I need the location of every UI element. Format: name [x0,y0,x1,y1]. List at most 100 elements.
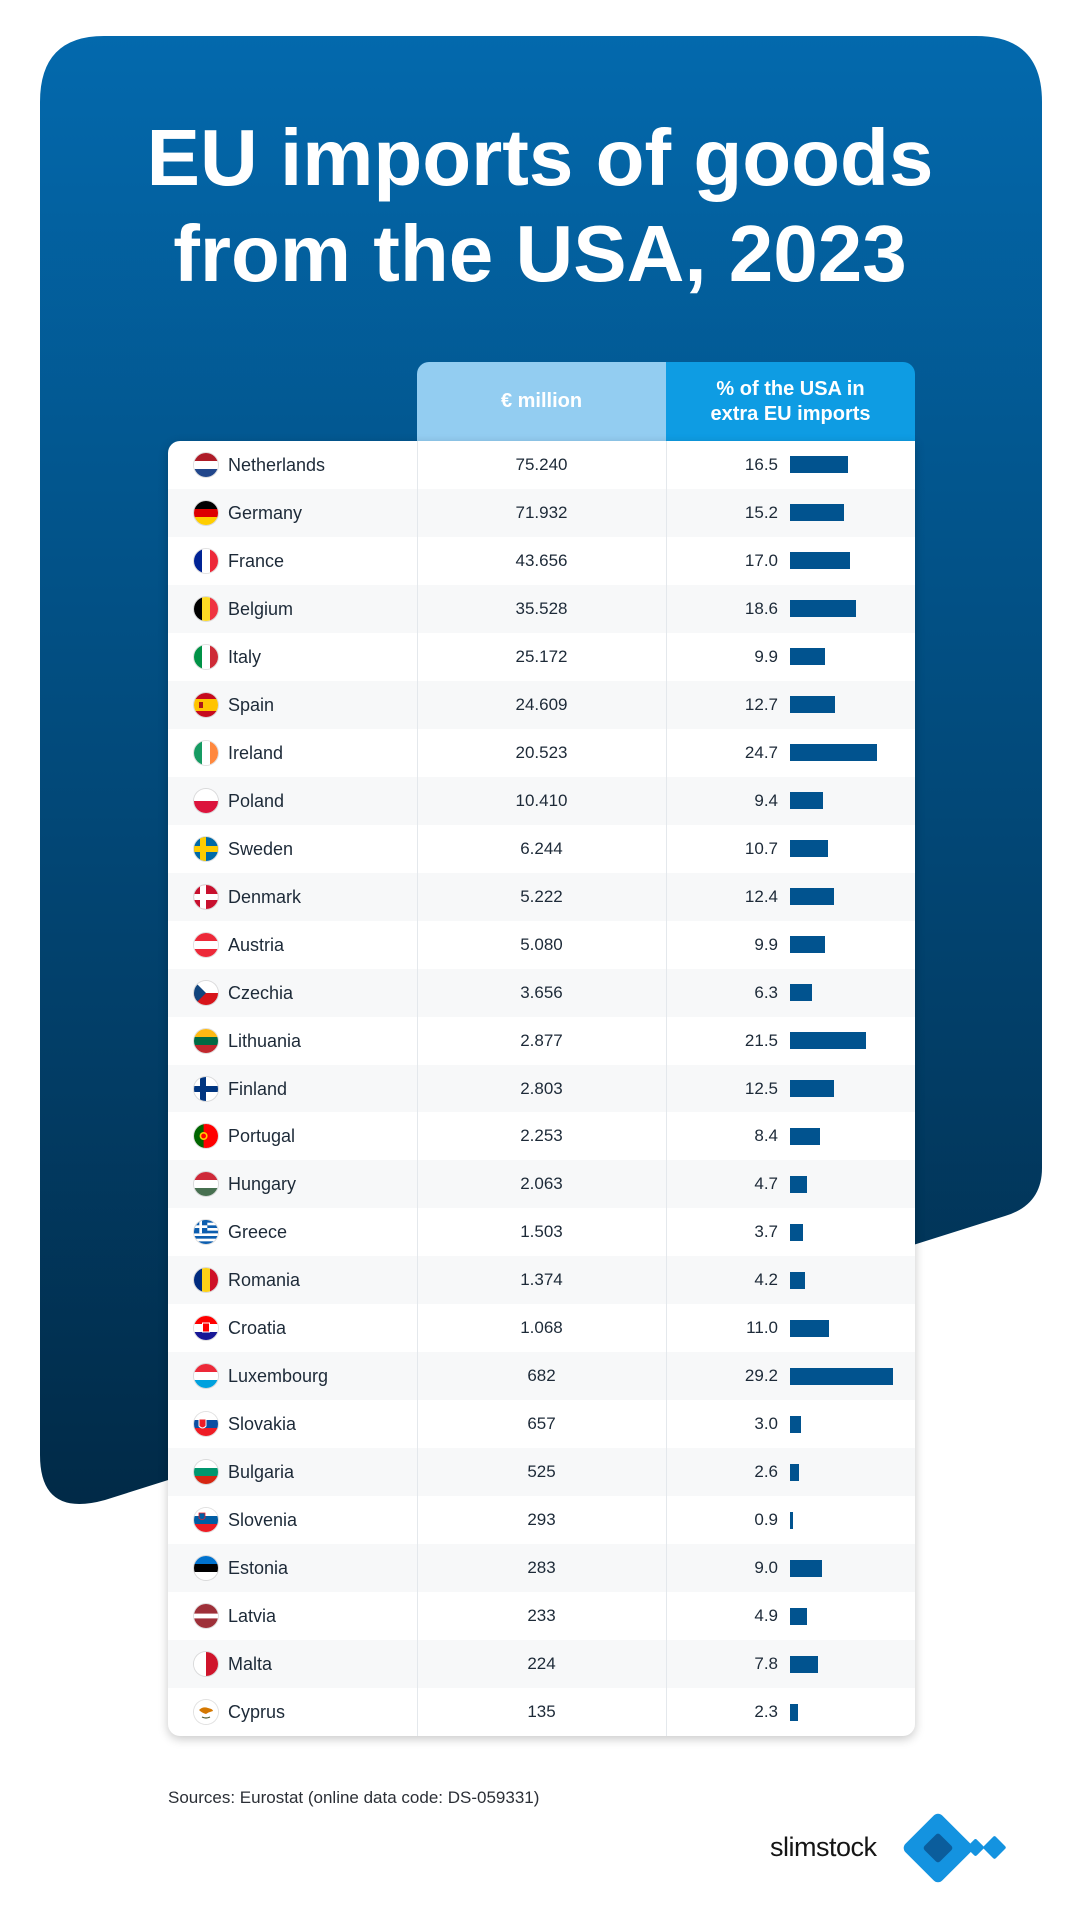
percent-value: 11.0 [746,1318,778,1338]
source-note: Sources: Eurostat (online data code: DS-… [168,1788,540,1807]
percent-bar [790,600,856,618]
percent-value: 17.0 [744,550,778,570]
country-name: Sweden [228,838,294,859]
percent-value: 21.5 [744,1030,778,1050]
column-divider [417,441,418,1736]
percent-bar [790,1511,794,1529]
table-row: Ireland 20.523 24.7 [168,729,915,777]
percent-bar [790,792,824,810]
country-name: Estonia [228,1558,289,1579]
country-name: Luxembourg [228,1366,329,1387]
netherlands-flag-icon [194,453,218,477]
country-name: Croatia [228,1318,287,1339]
country-name: Latvia [228,1606,277,1627]
percent-bar [790,1223,804,1241]
percent-value: 12.7 [744,694,778,714]
table-row: Bulgaria 525 2.6 [168,1448,915,1497]
brand-name: slimstock [770,1832,877,1862]
percent-value: 4.7 [754,1174,778,1194]
table-row: Latvia 233 4.9 [168,1592,915,1640]
percent-bar [790,1655,818,1673]
slovenia-flag-icon [194,1508,218,1533]
country-name: Portugal [228,1126,296,1147]
percent-bar [790,1703,799,1721]
table-row: Estonia 283 9.0 [168,1544,915,1593]
latvia-flag-icon [194,1604,218,1629]
estonia-flag-icon [194,1556,218,1581]
portugal-flag-icon [194,1124,218,1149]
million-value: 1.374 [520,1270,563,1290]
luxembourg-flag-icon [194,1364,218,1389]
percent-bar [790,1463,800,1481]
million-value: 135 [527,1702,556,1722]
percent-value: 10.7 [744,838,778,858]
percent-value: 0.9 [754,1510,778,1530]
million-value: 525 [527,1462,556,1482]
million-value: 6.244 [520,838,563,858]
million-value: 1.068 [520,1318,563,1338]
percent-bar [790,1607,808,1625]
country-name: Austria [228,934,285,955]
table-row: Belgium 35.528 18.6 [168,584,915,633]
table-row: Finland 2.803 12.5 [168,1064,915,1113]
percent-bar [790,840,828,858]
percent-value: 4.9 [754,1606,778,1626]
percent-value: 9.4 [754,790,778,810]
table-row: Czechia 3.656 6.3 [168,968,915,1017]
percent-bar [790,1271,805,1289]
country-name: Czechia [228,982,294,1003]
croatia-flag-icon [194,1316,218,1341]
column-header-million: € million [417,362,666,441]
million-value: 293 [527,1510,556,1530]
percent-value: 9.9 [754,934,778,954]
country-name: Poland [228,790,285,811]
percent-bar [790,696,835,714]
bulgaria-flag-icon [194,1460,218,1485]
ireland-flag-icon [194,740,218,765]
percent-value: 9.9 [754,646,778,666]
table-row: Netherlands 75.240 16.5 [168,441,915,489]
country-name: Romania [228,1270,301,1291]
country-name: Slovenia [228,1510,298,1531]
percent-bar [790,984,813,1002]
czechia-flag-icon [194,980,218,1005]
table-row: Croatia 1.068 11.0 [168,1304,915,1352]
table-row: Slovakia 657 3.0 [168,1400,915,1448]
country-name: France [228,550,285,571]
denmark-flag-icon [194,884,218,909]
percent-value: 12.4 [744,886,778,906]
million-value: 2.253 [520,1126,563,1146]
percent-bar [790,936,825,954]
percent-value: 3.7 [754,1222,778,1242]
country-name: Denmark [228,886,302,907]
percent-bar [790,1319,829,1337]
percent-bar [790,1032,866,1050]
country-name: Bulgaria [228,1462,295,1483]
country-name: Malta [228,1654,273,1675]
percent-value: 18.6 [744,598,778,618]
italy-flag-icon [194,644,218,669]
percent-bar [790,504,844,522]
germany-flag-icon [194,500,218,525]
spain-flag-icon [194,692,218,717]
million-value: 43.656 [515,550,568,570]
cyprus-flag-icon [194,1700,218,1725]
percent-value: 16.5 [744,455,778,474]
percent-bar [790,1415,801,1433]
table-row: Cyprus 135 2.3 [168,1688,915,1736]
column-header-percent: % of the USA in extra EU imports [666,362,915,441]
country-name: Germany [228,502,303,523]
table-row: Malta 224 7.8 [168,1640,915,1689]
lithuania-flag-icon [194,1028,218,1053]
million-value: 75.240 [515,455,568,474]
country-name: Netherlands [228,455,326,475]
table-row: Austria 5.080 9.9 [168,921,915,969]
percent-value: 2.3 [754,1702,778,1722]
table-row: Slovenia 293 0.9 [168,1496,915,1544]
france-flag-icon [194,548,218,573]
percent-bar [790,1559,822,1577]
page-title: EU imports of goods from the USA, 2023 [146,113,934,298]
percent-value: 6.3 [754,982,778,1002]
percent-bar [790,1367,894,1385]
malta-flag-icon [194,1652,218,1677]
